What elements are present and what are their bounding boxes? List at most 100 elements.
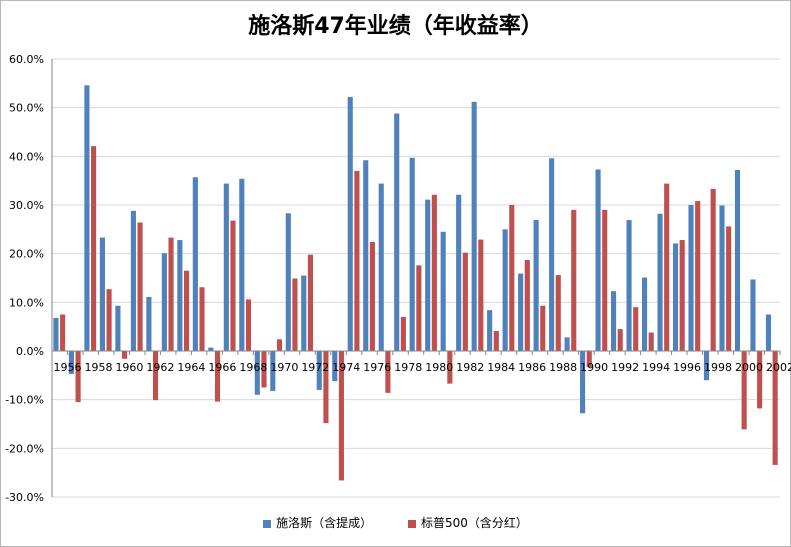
- bar-sp500-1959: [106, 289, 112, 351]
- bar-schloss-1982: [456, 194, 462, 351]
- bar-schloss-1981: [440, 231, 446, 351]
- bar-sp500-2002: [772, 351, 778, 465]
- chart-title: 施洛斯47年业绩（年收益率）: [248, 14, 543, 39]
- bar-schloss-1997: [688, 205, 694, 351]
- bar-sp500-1958: [91, 146, 97, 351]
- bar-schloss-1998: [703, 351, 710, 381]
- bar-schloss-1988: [549, 158, 555, 351]
- y-tick-label: -10.0%: [5, 394, 44, 407]
- bar-sp500-1993: [633, 307, 639, 351]
- bar-sp500-1990: [586, 351, 592, 368]
- legend-item-series-2: 标普500（含分红）: [407, 514, 528, 531]
- x-tick-label: 1990: [580, 361, 608, 374]
- y-tick-label: 0.0%: [16, 345, 44, 358]
- x-tick-label: 1998: [704, 361, 732, 374]
- bar-schloss-1987: [533, 220, 539, 351]
- x-tick-label: 1980: [425, 361, 453, 374]
- y-tick-label: 30.0%: [9, 199, 44, 212]
- bar-sp500-1974: [338, 351, 344, 481]
- bar-sp500-1969: [261, 351, 267, 388]
- bar-sp500-1978: [400, 316, 406, 351]
- bar-sp500-1982: [462, 252, 468, 351]
- bar-schloss-1965: [192, 177, 198, 351]
- legend-item-series-1: 施洛斯（含提成）: [263, 514, 372, 531]
- bar-schloss-1995: [657, 213, 663, 351]
- x-tick-label: 1984: [487, 361, 515, 374]
- bar-sp500-1961: [137, 222, 143, 351]
- bar-sp500-1966: [214, 351, 221, 402]
- bar-sp500-1994: [648, 332, 654, 351]
- bar-schloss-1999: [719, 205, 725, 351]
- bar-schloss-1957: [68, 351, 74, 374]
- bar-schloss-1968: [239, 178, 245, 351]
- x-tick-label: 1986: [518, 361, 546, 374]
- bar-schloss-1972: [301, 275, 307, 351]
- bar-schloss-1966: [208, 347, 214, 351]
- x-tick-label: 2002: [766, 361, 791, 374]
- bar-sp500-2000: [741, 351, 747, 430]
- bar-schloss-1983: [471, 101, 477, 352]
- bar-schloss-1976: [363, 160, 369, 351]
- bar-sp500-1956: [60, 314, 66, 351]
- bar-sp500-1979: [416, 265, 422, 351]
- x-tick-label: 2000: [735, 361, 763, 374]
- legend-label-series-1: 施洛斯（含提成）: [276, 516, 373, 530]
- bar-sp500-1981: [447, 351, 453, 384]
- x-tick-label: 1976: [363, 361, 391, 374]
- bar-schloss-1969: [254, 351, 260, 395]
- bar-sp500-1999: [726, 226, 732, 351]
- x-tick-label: 1996: [673, 361, 701, 374]
- legend: 施洛斯（含提成） 标普500（含分红）: [0, 514, 791, 531]
- bar-schloss-1973: [316, 351, 322, 390]
- bar-schloss-1985: [502, 229, 508, 351]
- y-tick-label: -20.0%: [5, 442, 44, 455]
- bar-sp500-1997: [695, 201, 701, 351]
- y-tick-label: 40.0%: [9, 150, 44, 163]
- x-tick-label: 1962: [146, 361, 174, 374]
- y-tick-label: 10.0%: [9, 296, 44, 309]
- x-tick-label: 1966: [208, 361, 236, 374]
- bar-sp500-1971: [292, 278, 298, 351]
- bar-sp500-1962: [152, 351, 159, 401]
- bar-schloss-1961: [130, 210, 136, 351]
- bar-sp500-1957: [75, 351, 81, 403]
- bar-sp500-1986: [524, 259, 530, 351]
- x-tick-label: 1968: [239, 361, 267, 374]
- bar-sp500-1980: [431, 194, 437, 351]
- bar-sp500-1975: [354, 170, 360, 351]
- bar-schloss-1978: [394, 113, 400, 351]
- bar-sp500-1976: [369, 241, 375, 351]
- bar-sp500-1968: [245, 299, 252, 351]
- bar-schloss-2001: [750, 279, 756, 351]
- bar-sp500-1995: [664, 183, 670, 351]
- bar-sp500-1992: [617, 329, 623, 351]
- bar-schloss-1994: [641, 277, 648, 351]
- x-tick-label: 1982: [456, 361, 484, 374]
- bar-schloss-1956: [53, 317, 59, 351]
- legend-swatch-series-2: [407, 519, 416, 528]
- bar-schloss-1958: [84, 85, 90, 351]
- bar-sp500-1964: [183, 270, 190, 351]
- x-tick-label: 1992: [611, 361, 639, 374]
- bar-schloss-1959: [99, 237, 105, 351]
- x-tick-label: 1958: [84, 361, 112, 374]
- bar-sp500-1977: [385, 351, 391, 393]
- bar-sp500-1983: [478, 239, 484, 351]
- y-tick-label: 50.0%: [9, 102, 44, 115]
- bar-sp500-1984: [493, 331, 499, 351]
- bar-sp500-1991: [602, 209, 608, 351]
- bar-schloss-1991: [595, 169, 601, 351]
- x-tick-label: 1988: [549, 361, 577, 374]
- gridlines: [52, 58, 780, 498]
- x-tick-label: 1972: [301, 361, 329, 374]
- bar-schloss-1984: [487, 310, 493, 351]
- legend-swatch-series-1: [263, 519, 272, 528]
- x-tick-label: 1994: [642, 361, 670, 374]
- x-tick-label: 1956: [53, 361, 81, 374]
- bar-sp500-1963: [168, 237, 174, 351]
- bar-schloss-1977: [378, 183, 384, 351]
- bar-sp500-1998: [710, 188, 716, 351]
- bar-sp500-1960: [122, 351, 128, 359]
- bar-sp500-1987: [540, 305, 546, 351]
- bar-sp500-1970: [276, 339, 283, 351]
